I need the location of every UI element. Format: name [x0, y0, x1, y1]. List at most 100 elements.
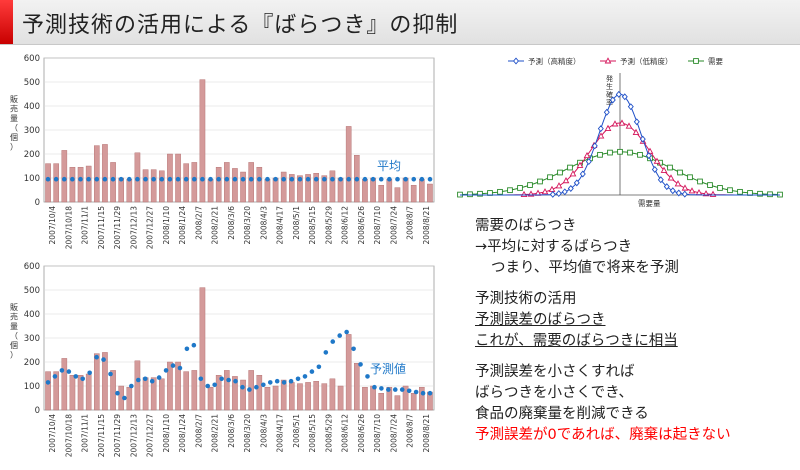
series-point [399, 387, 405, 392]
sales-bar [272, 385, 279, 411]
x-tick-label: 2007/11/1 [81, 206, 90, 245]
series-point [248, 176, 254, 182]
curve-marker [639, 135, 646, 143]
y-axis-label: 販売量（個） [10, 94, 18, 152]
sales-bar [69, 374, 76, 411]
series-point [94, 354, 99, 360]
x-tick-label: 2008/5/1 [292, 206, 301, 240]
series-point [265, 176, 270, 182]
series-point [403, 176, 408, 182]
sales-bar [232, 168, 238, 203]
sales-bar [61, 358, 68, 411]
sales-bar [207, 386, 214, 411]
series-point [45, 380, 51, 385]
curve-marker [576, 161, 584, 168]
x-tick-label: 2008/8/7 [406, 414, 415, 448]
curve-marker [555, 182, 563, 189]
series-point [183, 176, 189, 182]
sales-bar [345, 334, 352, 411]
series-point [406, 388, 412, 394]
curve-marker [653, 157, 661, 164]
sales-bar [240, 171, 246, 203]
sales-bar [402, 385, 409, 411]
curve-marker [627, 103, 634, 111]
x-tick-label: 2008/6/26 [357, 414, 366, 453]
text-zero-error-no-waste: 予測誤差が0であれば、廃棄は起きない [475, 427, 731, 443]
y-tick-label: 500 [24, 78, 40, 88]
x-tick-label: 2008/4/3 [259, 206, 268, 240]
series-point [149, 378, 155, 384]
x-tick-label: 2008/3/6 [227, 206, 236, 240]
series-point [362, 176, 368, 182]
sales-bar [321, 175, 328, 203]
series-point [151, 176, 156, 182]
sales-bar [69, 166, 76, 203]
title-accent-bar [0, 0, 13, 44]
explanation-text-panel: 需要のばらつき →平均に対するばらつき つまり、平均値で将来を予測 予測技術の活… [475, 216, 795, 456]
sales-bar [142, 377, 149, 411]
series-point [59, 368, 65, 373]
sales-bar [386, 386, 393, 411]
sales-bar [102, 144, 108, 203]
series-point [305, 176, 311, 182]
curve-marker [604, 124, 612, 131]
sales-bar [264, 386, 271, 411]
curve-marker [548, 185, 556, 192]
legend-marker [693, 58, 699, 64]
series-point [115, 390, 120, 396]
series-point [200, 176, 205, 182]
sales-bar [53, 371, 59, 411]
sales-vs-forecast-chart: 0 100 200 300 400 500 600 販売量（個） 2007/10/4 2007/1… [10, 262, 435, 457]
series-point [281, 380, 287, 385]
series-point [70, 176, 75, 182]
sales-bar [256, 166, 263, 203]
x-axis-label: 需要量 [638, 199, 661, 208]
x-tick-label: 2008/3/20 [243, 206, 252, 245]
x-tick-label: 2008/4/17 [276, 206, 285, 245]
series-point [313, 176, 319, 182]
curve-marker [645, 152, 652, 160]
series-point [330, 339, 336, 344]
curve-marker [646, 147, 654, 154]
series-point [295, 376, 301, 382]
text-reduce-variance: ばらつきを小さくでき、 [475, 385, 634, 401]
series-point [358, 362, 363, 367]
x-tick-label: 2008/5/15 [308, 414, 317, 453]
legend-label: 需要 [708, 57, 723, 66]
curve-marker [667, 174, 675, 181]
sales-bar [313, 380, 319, 411]
series-point [254, 384, 259, 390]
x-tick-label: 2007/11/29 [113, 414, 122, 457]
series-point [61, 176, 67, 182]
sales-bar [378, 184, 384, 203]
series-point [338, 176, 343, 182]
sales-bar [386, 178, 393, 203]
curve-marker [669, 187, 676, 195]
series-point [392, 387, 398, 392]
series-point [175, 176, 181, 182]
series-point [419, 176, 425, 182]
sales-bar [419, 178, 425, 203]
series-point [129, 383, 134, 389]
paragraph-forecast-use: 予測技術の活用 予測誤差のばらつき これが、需要のばらつきに相当 [475, 289, 795, 352]
series-point [297, 176, 303, 182]
sales-bar [419, 386, 425, 411]
y-tick-label: 300 [24, 334, 40, 344]
series-point [344, 329, 349, 335]
curve-marker [609, 96, 616, 104]
x-tick-label: 2007/10/4 [48, 414, 57, 453]
x-tick-label: 2008/5/29 [324, 206, 333, 245]
paragraph-demand-variance: 需要のばらつき →平均に対するばらつき つまり、平均値で将来を予測 [475, 216, 795, 279]
forecast-label: 予測値 [370, 361, 406, 376]
curve-marker [681, 184, 689, 191]
sales-bar [394, 187, 401, 203]
series-point [395, 176, 400, 182]
curve-marker [477, 190, 483, 197]
sales-bar [305, 174, 311, 203]
x-tick-label: 2008/1/10 [162, 414, 171, 453]
sales-bar [199, 287, 206, 411]
sales-bar [280, 379, 287, 411]
series-point [288, 378, 294, 384]
series-point [208, 176, 213, 182]
sales-bar [85, 165, 92, 203]
